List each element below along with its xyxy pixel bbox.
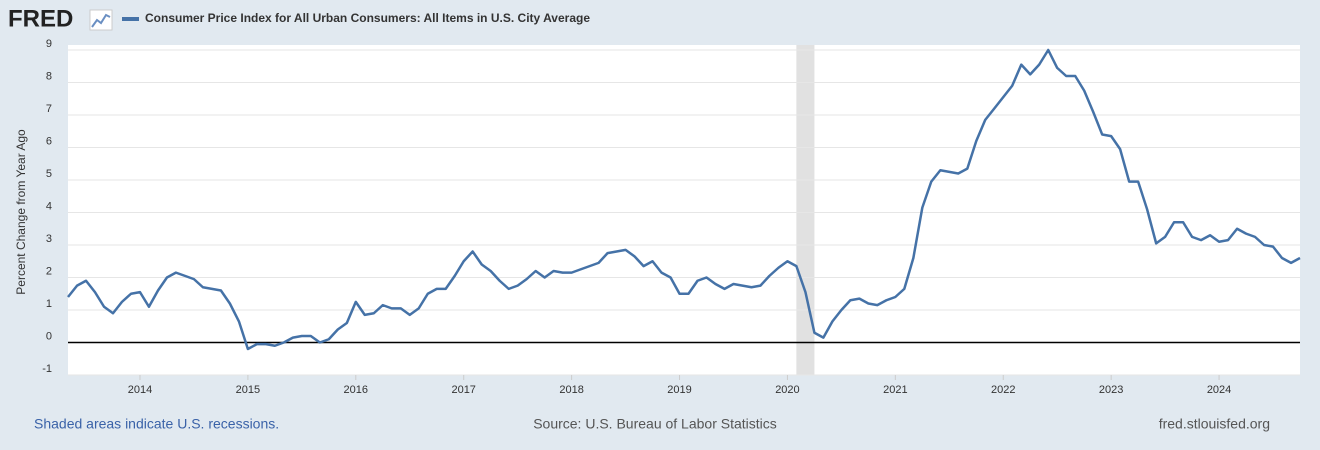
footnote: Shaded areas indicate U.S. recessions.	[34, 416, 279, 432]
x-tick-label: 2018	[559, 384, 583, 396]
y-tick-label: 4	[46, 200, 52, 212]
x-tick-label: 2015	[236, 384, 260, 396]
plot-area	[68, 45, 1300, 375]
source: Source: U.S. Bureau of Labor Statistics	[533, 416, 777, 432]
y-tick-label: -1	[42, 363, 52, 375]
legend-label: Consumer Price Index for All Urban Consu…	[145, 11, 590, 25]
x-tick-label: 2019	[667, 384, 691, 396]
logo-icon	[89, 9, 113, 31]
series-line	[67, 48, 1301, 351]
y-tick-label: 0	[46, 330, 52, 342]
x-tick-label: 2024	[1207, 384, 1231, 396]
y-tick-label: 8	[46, 70, 52, 82]
y-tick-label: 5	[46, 168, 52, 180]
site: fred.stlouisfed.org	[1159, 416, 1270, 432]
x-tick-label: 2021	[883, 384, 907, 396]
y-tick-label: 1	[46, 298, 52, 310]
y-tick-label: 7	[46, 103, 52, 115]
y-axis-label: Percent Change from Year Ago	[14, 129, 28, 295]
x-tick-label: 2016	[344, 384, 368, 396]
x-tick-label: 2014	[128, 384, 152, 396]
x-tick-label: 2017	[451, 384, 475, 396]
x-tick-label: 2023	[1099, 384, 1123, 396]
x-tick-label: 2020	[775, 384, 799, 396]
y-tick-label: 2	[46, 265, 52, 277]
y-tick-label: 3	[46, 233, 52, 245]
logo: FRED	[8, 5, 73, 32]
y-tick-label: 6	[46, 135, 52, 147]
x-tick-label: 2022	[991, 384, 1015, 396]
plot: -1 0 1 2 3 4 5 6 7 8 9 2014 2015 2016 2017 2018 2019 2020…	[42, 38, 1301, 396]
y-tick-label: 9	[46, 38, 52, 50]
recession-band	[796, 45, 815, 375]
